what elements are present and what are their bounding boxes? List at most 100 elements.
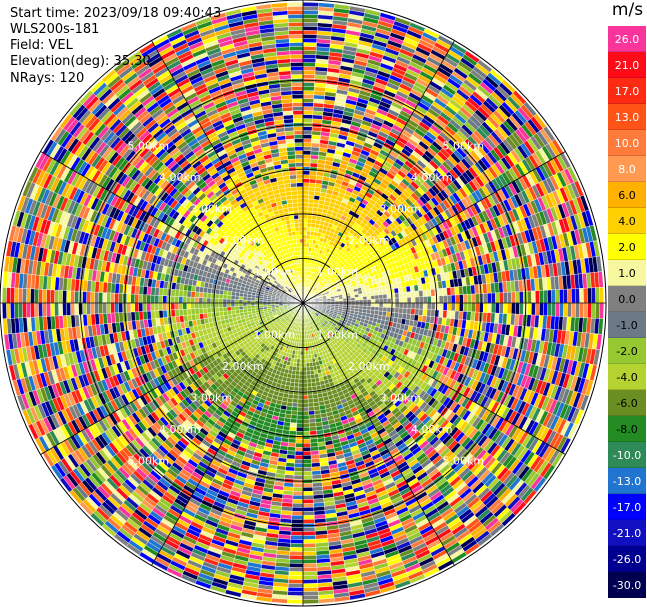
velocity-gate bbox=[290, 527, 304, 532]
velocity-gate bbox=[386, 302, 392, 308]
velocity-gate bbox=[296, 422, 304, 428]
velocity-gate bbox=[370, 302, 376, 307]
velocity-gate bbox=[587, 302, 592, 319]
velocity-gate bbox=[495, 302, 500, 314]
velocity-gate bbox=[583, 287, 588, 304]
velocity-gate bbox=[386, 307, 392, 313]
velocity-gate bbox=[406, 297, 412, 304]
velocity-gate bbox=[599, 287, 604, 304]
velocity-gate bbox=[382, 302, 388, 308]
velocity-gate bbox=[296, 414, 304, 420]
velocity-gate bbox=[463, 294, 468, 304]
velocity-gate bbox=[302, 595, 319, 600]
velocity-gate bbox=[358, 293, 364, 298]
velocity-gate bbox=[350, 297, 356, 301]
velocity-gate bbox=[302, 218, 308, 224]
velocity-gate bbox=[289, 555, 304, 560]
velocity-gate bbox=[289, 422, 297, 428]
velocity-gate bbox=[309, 162, 318, 168]
velocity-gate bbox=[291, 519, 304, 524]
velocity-gate bbox=[459, 294, 464, 304]
velocity-gate bbox=[438, 295, 444, 304]
velocity-gate bbox=[288, 430, 297, 436]
velocity-gate bbox=[446, 295, 452, 304]
velocity-gate bbox=[402, 302, 408, 309]
velocity-gate bbox=[551, 302, 556, 317]
velocity-gate bbox=[306, 366, 311, 372]
velocity-gate bbox=[287, 583, 304, 588]
velocity-gate bbox=[595, 302, 600, 319]
velocity-gate bbox=[302, 90, 315, 95]
velocity-gate bbox=[289, 551, 304, 556]
velocity-gate bbox=[302, 599, 319, 604]
velocity-gate bbox=[362, 302, 368, 307]
velocity-gate bbox=[302, 551, 317, 556]
velocity-gate bbox=[309, 170, 318, 176]
velocity-gate bbox=[362, 296, 368, 301]
velocity-gate bbox=[302, 86, 315, 91]
velocity-gate bbox=[382, 307, 388, 312]
velocity-gate bbox=[499, 302, 504, 314]
velocity-gate bbox=[310, 442, 319, 448]
velocity-gate bbox=[302, 398, 309, 404]
velocity-gate bbox=[302, 106, 314, 111]
velocity-gate bbox=[406, 308, 412, 315]
velocity-gate bbox=[289, 547, 304, 552]
velocity-gate bbox=[299, 366, 304, 372]
velocity-gate bbox=[547, 302, 552, 317]
velocity-gate bbox=[302, 162, 311, 168]
velocity-gate bbox=[491, 292, 496, 304]
velocity-gate bbox=[551, 289, 556, 304]
velocity-gate bbox=[295, 446, 304, 452]
velocity-gate bbox=[302, 46, 317, 51]
velocity-gate bbox=[291, 511, 304, 516]
velocity-gate bbox=[309, 370, 315, 375]
velocity-gate bbox=[374, 298, 380, 304]
velocity-gate bbox=[302, 166, 311, 172]
velocity-gate bbox=[310, 378, 316, 383]
velocity-gate bbox=[302, 535, 316, 540]
velocity-gate bbox=[302, 374, 308, 380]
velocity-gate bbox=[293, 475, 304, 480]
velocity-gate bbox=[302, 519, 315, 524]
velocity-gate bbox=[288, 438, 297, 444]
velocity-gate bbox=[442, 287, 448, 296]
velocity-gate bbox=[302, 114, 314, 119]
velocity-gate bbox=[308, 418, 316, 424]
velocity-gate bbox=[302, 515, 315, 520]
velocity-gate bbox=[302, 142, 312, 147]
velocity-gate bbox=[302, 547, 317, 552]
velocity-gate bbox=[354, 302, 360, 307]
velocity-gate bbox=[422, 302, 428, 310]
velocity-gate bbox=[302, 134, 312, 139]
velocity-gate bbox=[306, 234, 311, 240]
velocity-gate bbox=[302, 182, 310, 188]
velocity-gate bbox=[302, 18, 319, 23]
velocity-gate bbox=[311, 215, 318, 221]
velocity-gate bbox=[418, 296, 424, 304]
velocity-gate bbox=[410, 291, 416, 298]
velocity-gate bbox=[394, 307, 400, 314]
velocity-gate bbox=[302, 14, 319, 19]
velocity-gate bbox=[309, 166, 318, 172]
velocity-gate bbox=[308, 414, 316, 420]
velocity-gate bbox=[350, 300, 356, 304]
velocity-gate bbox=[302, 434, 311, 440]
velocity-gate bbox=[307, 202, 314, 208]
velocity-gate bbox=[422, 289, 428, 297]
velocity-gate bbox=[292, 398, 299, 404]
velocity-gate bbox=[366, 295, 372, 300]
velocity-gate bbox=[302, 503, 314, 508]
velocity-gate bbox=[309, 426, 317, 432]
velocity-gate bbox=[302, 414, 310, 420]
velocity-gate bbox=[539, 290, 544, 304]
velocity-gate bbox=[307, 386, 313, 392]
velocity-gate bbox=[290, 543, 304, 548]
velocity-gate bbox=[308, 190, 315, 196]
velocity-gate bbox=[302, 202, 309, 208]
velocity-gate bbox=[406, 291, 412, 298]
velocity-gate bbox=[302, 98, 314, 103]
velocity-gate bbox=[495, 292, 500, 304]
velocity-gate bbox=[309, 430, 318, 436]
velocity-gate bbox=[302, 422, 310, 428]
